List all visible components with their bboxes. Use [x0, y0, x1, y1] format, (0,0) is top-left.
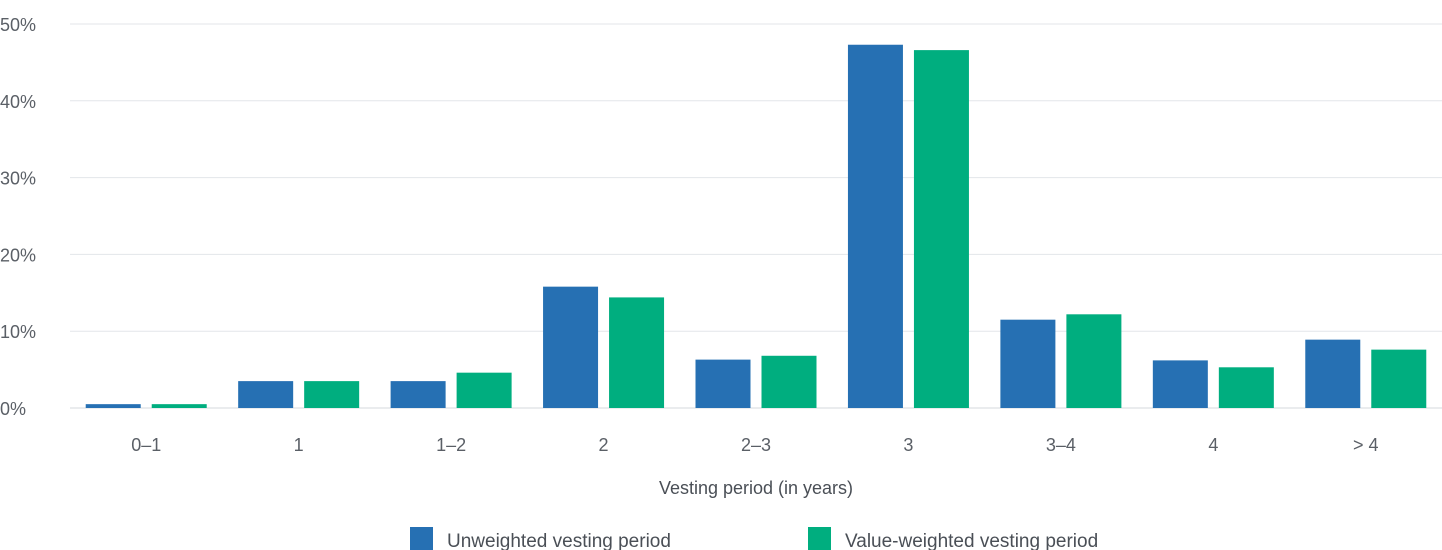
legend-label: Unweighted vesting period [447, 531, 671, 550]
x-tick-label: > 4 [1353, 435, 1379, 455]
x-tick-label: 3–4 [1046, 435, 1076, 455]
bar-unweighted [238, 381, 294, 408]
bar-value-weighted [913, 50, 969, 408]
x-tick-label: 2 [599, 435, 609, 455]
x-tick-label: 2–3 [741, 435, 771, 455]
y-tick-label: 20% [0, 245, 36, 265]
x-tick-label: 0–1 [131, 435, 161, 455]
bar-unweighted [1305, 339, 1361, 408]
gridlines [70, 23, 1442, 409]
y-tick-label: 50% [0, 15, 36, 35]
x-tick-label: 1–2 [436, 435, 466, 455]
legend-label: Value-weighted vesting period [845, 531, 1098, 550]
y-tick-label: 10% [0, 322, 36, 342]
x-axis-ticks: 0–1 1 1–2 2 2–3 3 3–4 4 > 4 [131, 435, 1378, 455]
x-tick-label: 3 [903, 435, 913, 455]
bar-unweighted [390, 381, 446, 408]
x-tick-label: 1 [294, 435, 304, 455]
legend-swatch [808, 527, 831, 550]
x-tick-label: 4 [1208, 435, 1218, 455]
y-tick-label: 30% [0, 169, 36, 189]
bar-unweighted [85, 404, 141, 408]
bar-unweighted [695, 359, 751, 408]
bar-value-weighted [456, 372, 512, 408]
bar-value-weighted [1218, 367, 1274, 408]
bar-unweighted [1000, 319, 1056, 408]
bar-unweighted [1152, 360, 1208, 408]
y-tick-label: 40% [0, 92, 36, 112]
legend-swatch [410, 527, 433, 550]
bar-value-weighted [151, 404, 207, 408]
y-tick-label: 0% [0, 399, 26, 419]
bar-value-weighted [1066, 314, 1122, 408]
legend: Unweighted vesting period Value-weighted … [410, 527, 1098, 550]
x-axis-title: Vesting period (in years) [659, 478, 853, 498]
y-axis-ticks: 0% 10% 20% 30% 40% 50% [0, 15, 36, 419]
bar-unweighted [543, 286, 599, 408]
bar-value-weighted [1371, 349, 1427, 408]
bars [85, 44, 1427, 409]
bar-unweighted [847, 44, 903, 409]
bar-value-weighted [761, 355, 817, 408]
bar-value-weighted [304, 381, 360, 408]
bar-value-weighted [609, 297, 665, 408]
